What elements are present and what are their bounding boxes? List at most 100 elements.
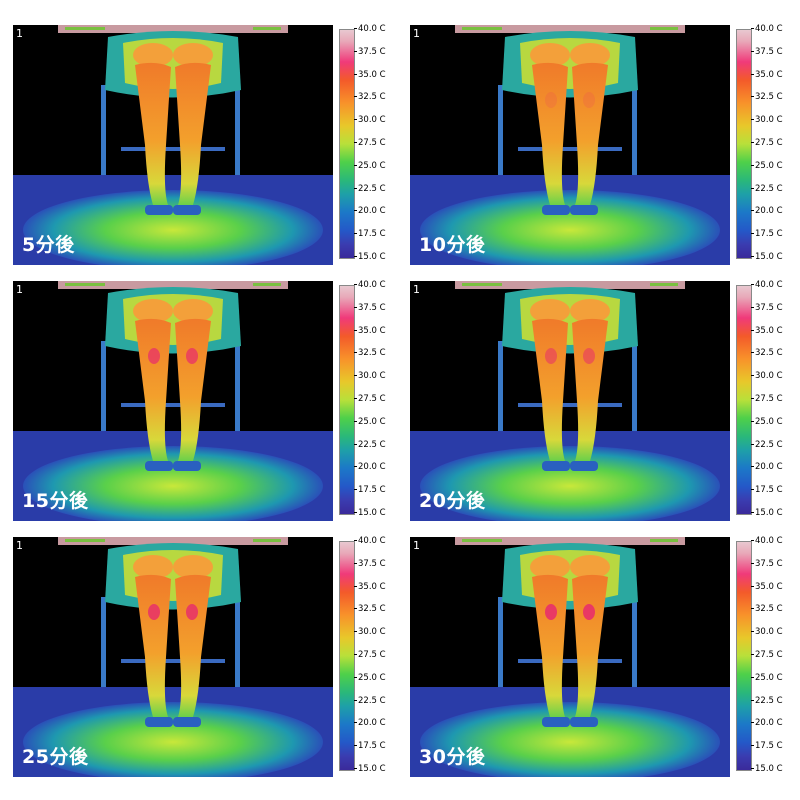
table-detail <box>650 283 678 286</box>
right-leg <box>572 318 608 461</box>
scale-tick-label: 37.5 C <box>751 47 791 57</box>
knee-top <box>133 555 173 579</box>
thermal-scene <box>13 537 333 777</box>
thermal-scene <box>410 25 730 265</box>
scale-tick-label: 37.5 C <box>354 47 394 57</box>
scale-tick-label: 22.5 C <box>354 696 394 706</box>
scale-tick-label: 32.5 C <box>354 604 394 614</box>
scale-tick-label: 25.0 C <box>354 673 394 683</box>
right-foot <box>173 205 201 215</box>
chair-leg-right <box>632 597 637 687</box>
left-leg <box>135 62 171 205</box>
chair-leg-left <box>101 341 106 431</box>
scale-tick-label: 30.0 C <box>751 371 791 381</box>
temperature-scale-labels: 40.0 C 37.5 C 35.0 C 32.5 C 30.0 C 27.5 C 25.0… <box>751 536 791 774</box>
right-foot <box>173 717 201 727</box>
scale-tick-label: 25.0 C <box>751 673 791 683</box>
chair-leg-right <box>632 341 637 431</box>
left-foot <box>542 717 570 727</box>
scale-tick-label: 35.0 C <box>751 326 791 336</box>
knee-top <box>133 43 173 67</box>
thermal-scene <box>13 25 333 265</box>
left-leg <box>135 318 171 461</box>
scale-tick-label: 32.5 C <box>751 92 791 102</box>
scale-tick-label: 27.5 C <box>751 650 791 660</box>
chair-rail <box>518 147 622 151</box>
scale-tick-label: 22.5 C <box>751 184 791 194</box>
right-foot <box>570 205 598 215</box>
chair-leg-right <box>632 85 637 175</box>
thermal-scene <box>410 537 730 777</box>
temperature-scale-labels: 40.0 C 37.5 C 35.0 C 32.5 C 30.0 C 27.5 C 25.0… <box>354 536 394 774</box>
table-detail <box>650 27 678 30</box>
scale-tick-label: 17.5 C <box>751 741 791 751</box>
scale-tick-label: 15.0 C <box>751 252 791 262</box>
scale-tick-label: 30.0 C <box>354 627 394 637</box>
elapsed-time-caption: 20分後 <box>419 490 486 512</box>
table-edge <box>455 25 685 33</box>
knee-top <box>530 43 570 67</box>
chair-rail <box>121 403 225 407</box>
left-calf-hotspot <box>148 348 160 364</box>
frame-number: 1 <box>16 539 23 552</box>
right-calf-hotspot <box>186 348 198 364</box>
knee-top <box>570 43 610 67</box>
scale-tick-label: 15.0 C <box>354 764 394 774</box>
scale-tick-label: 40.0 C <box>354 536 394 546</box>
left-foot <box>145 205 173 215</box>
right-leg <box>175 318 211 461</box>
temperature-color-scale <box>339 541 355 771</box>
thermal-image: 1 5分後 <box>13 25 333 265</box>
thermal-scene <box>13 281 333 521</box>
scale-tick-label: 27.5 C <box>751 138 791 148</box>
chair-leg-left <box>101 85 106 175</box>
frame-number: 1 <box>413 539 420 552</box>
scale-tick-label: 40.0 C <box>751 24 791 34</box>
table-edge <box>455 281 685 289</box>
scale-tick-label: 35.0 C <box>751 582 791 592</box>
scale-tick-label: 22.5 C <box>354 184 394 194</box>
scale-tick-label: 30.0 C <box>354 115 394 125</box>
scale-tick-label: 20.0 C <box>354 462 394 472</box>
warm-floor-area <box>23 190 323 265</box>
scale-tick-label: 32.5 C <box>751 604 791 614</box>
scale-tick-label: 37.5 C <box>751 559 791 569</box>
scale-tick-label: 30.0 C <box>751 115 791 125</box>
scale-tick-label: 32.5 C <box>354 348 394 358</box>
scale-tick-label: 32.5 C <box>354 92 394 102</box>
frame-number: 1 <box>16 27 23 40</box>
chair-leg-right <box>235 597 240 687</box>
thermal-panel-5: 1 25分後 40.0 C 37.5 C 35.0 C 32.5 C 30.0 C 27.… <box>13 536 394 783</box>
scale-tick-label: 22.5 C <box>751 440 791 450</box>
left-foot <box>145 717 173 727</box>
knee-top <box>133 299 173 323</box>
elapsed-time-caption: 10分後 <box>419 234 486 256</box>
warm-floor-area <box>420 702 720 777</box>
scale-tick-label: 15.0 C <box>354 252 394 262</box>
scale-tick-label: 35.0 C <box>354 70 394 80</box>
scale-tick-label: 17.5 C <box>751 485 791 495</box>
scale-tick-label: 20.0 C <box>751 206 791 216</box>
scale-tick-label: 15.0 C <box>354 508 394 518</box>
scale-tick-label: 37.5 C <box>354 303 394 313</box>
scale-tick-label: 17.5 C <box>354 485 394 495</box>
warm-floor-area <box>23 702 323 777</box>
knee-top <box>173 299 213 323</box>
left-leg <box>135 574 171 717</box>
warm-floor-area <box>420 190 720 265</box>
temperature-scale-labels: 40.0 C 37.5 C 35.0 C 32.5 C 30.0 C 27.5 C 25.0… <box>751 280 791 518</box>
scale-tick-label: 27.5 C <box>354 394 394 404</box>
scale-tick-label: 20.0 C <box>354 718 394 728</box>
scale-tick-label: 40.0 C <box>751 536 791 546</box>
table-detail <box>462 283 502 286</box>
knee-top <box>530 299 570 323</box>
thermal-image: 1 30分後 <box>410 537 730 777</box>
thermal-panel-6: 1 30分後 40.0 C 37.5 C 35.0 C 32.5 C 30.0 C 27.… <box>410 536 791 783</box>
right-calf-hotspot <box>583 348 595 364</box>
right-calf-hotspot <box>186 92 198 108</box>
table-detail <box>65 27 105 30</box>
knee-top <box>570 299 610 323</box>
elapsed-time-caption: 5分後 <box>22 234 75 256</box>
left-foot <box>145 461 173 471</box>
knee-top <box>530 555 570 579</box>
